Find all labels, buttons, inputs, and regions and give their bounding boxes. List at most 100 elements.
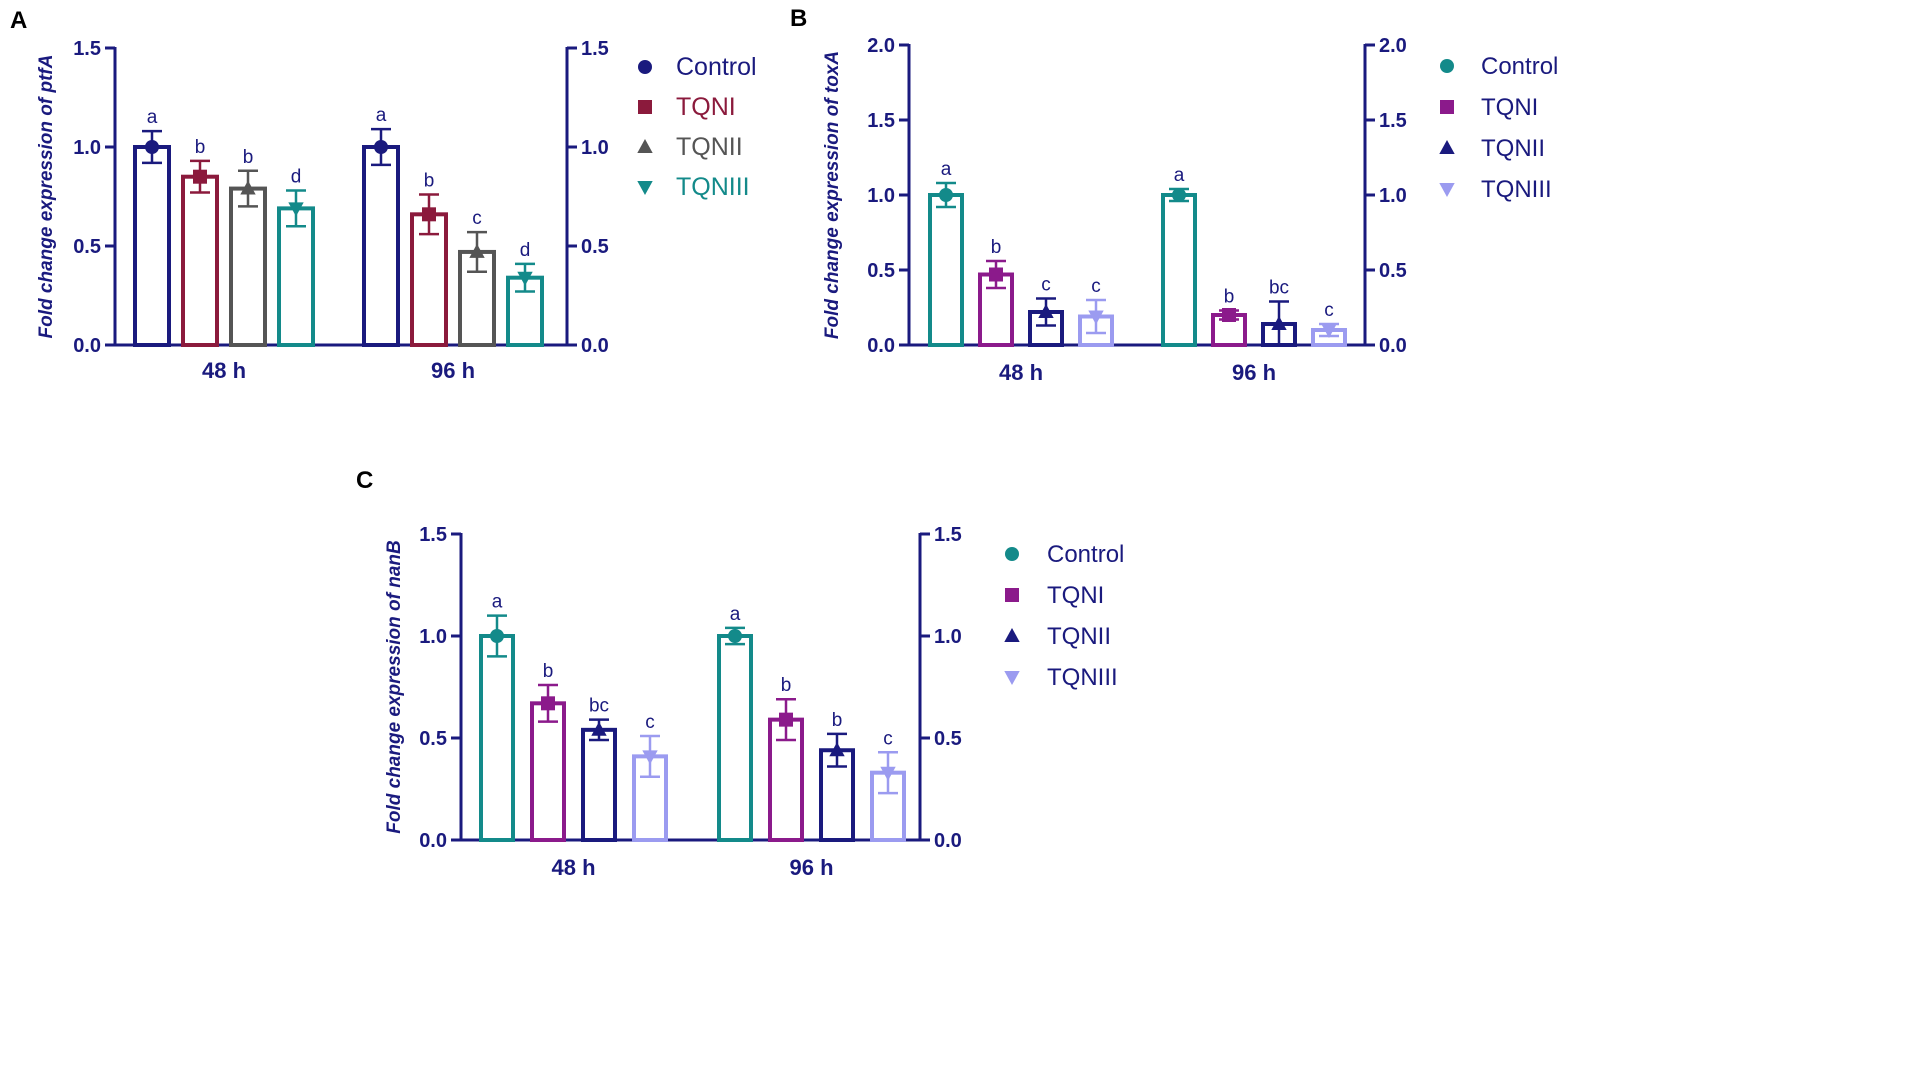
panel-label: A	[10, 7, 27, 34]
legend-label: TQNII	[676, 133, 743, 161]
significance-letter: b	[1224, 287, 1235, 308]
y-axis-title: Fold change expression of nanB	[384, 540, 405, 834]
y-axis-title-gene: ptfA	[36, 55, 57, 94]
significance-letter: b	[195, 137, 206, 158]
y-tick-label-left: 1.0	[73, 137, 101, 159]
legend-label: TQNIII	[1047, 664, 1118, 691]
y-axis-title-gene: nanB	[384, 540, 405, 588]
data-point	[642, 750, 658, 765]
legend-item-tqniii: TQNIII	[1439, 176, 1552, 203]
significance-letter: c	[1041, 275, 1051, 296]
y-axis-title-prefix: Fold change expression of	[384, 588, 405, 834]
y-tick-label-right: 1.0	[934, 626, 962, 648]
y-axis-title: Fold change expression of ptfA	[36, 55, 57, 339]
data-point	[829, 742, 845, 757]
significance-letter: d	[520, 240, 531, 261]
y-tick-label-left: 0.5	[867, 260, 895, 282]
legend-item-tqnii: TQNII	[1439, 135, 1545, 162]
panel-label: C	[356, 467, 373, 494]
data-point	[193, 169, 207, 184]
legend: Control TQNI TQNII TQNIII	[1004, 541, 1124, 691]
legend-label: Control	[676, 53, 757, 81]
bar	[581, 727, 617, 843]
y-tick-label-right: 0.0	[934, 830, 962, 852]
legend-marker	[1439, 139, 1455, 154]
significance-letter: c	[1324, 300, 1334, 321]
significance-letter: a	[492, 592, 503, 613]
bar	[479, 634, 515, 842]
data-point	[728, 629, 742, 643]
significance-letter: b	[424, 171, 435, 192]
data-point	[422, 207, 436, 222]
y-tick-label-right: 1.0	[581, 137, 609, 159]
bar	[717, 634, 753, 842]
bar	[530, 701, 566, 842]
legend-label: TQNI	[676, 93, 736, 121]
panel-b: B 0.0 0.0 0.5 0.5 1.0 1.0 1.5 1.5 2.0 2.0 Fold chan…	[790, 5, 1558, 385]
data-point	[288, 202, 304, 217]
legend-label: TQNII	[1481, 135, 1545, 162]
legend-label: TQNI	[1481, 94, 1538, 121]
legend-label: Control	[1481, 53, 1558, 80]
data-point	[469, 243, 485, 258]
y-tick-label-right: 0.5	[581, 236, 609, 258]
significance-letter: b	[991, 237, 1002, 258]
legend-label: Control	[1047, 541, 1124, 568]
legend-label: TQNII	[1047, 623, 1111, 650]
data-point	[1088, 310, 1104, 325]
bar	[362, 145, 400, 347]
y-tick-label-left: 0.0	[867, 335, 895, 357]
y-axis-title-gene: toxA	[822, 51, 843, 93]
bar	[181, 174, 219, 347]
significance-letter: a	[147, 107, 158, 128]
y-tick-label-left: 1.5	[73, 38, 101, 60]
legend-marker	[1440, 59, 1454, 73]
legend-label: TQNIII	[1481, 176, 1552, 203]
data-point	[880, 766, 896, 781]
y-tick-label-right: 1.5	[934, 524, 962, 546]
y-axis-title: Fold change expression of toxA	[822, 51, 843, 339]
y-tick-label-left: 0.0	[419, 830, 447, 852]
legend-marker	[638, 60, 652, 74]
data-point	[240, 180, 256, 195]
significance-letter: b	[543, 661, 554, 682]
y-tick-label-left: 1.0	[419, 626, 447, 648]
y-tick-label-right: 1.5	[1379, 110, 1407, 132]
legend-marker	[1440, 100, 1454, 114]
significance-letter: a	[730, 604, 741, 625]
x-tick-label: 48 h	[551, 855, 595, 880]
x-tick-label: 96 h	[789, 855, 833, 880]
bar	[1161, 193, 1197, 347]
y-tick-label-right: 2.0	[1379, 35, 1407, 57]
bar	[229, 186, 267, 347]
legend-marker	[1004, 671, 1020, 686]
significance-letter: d	[291, 167, 302, 188]
panel-label: B	[790, 5, 807, 32]
significance-letter: b	[832, 710, 843, 731]
legend-label: TQNIII	[676, 173, 750, 201]
y-axis-title-prefix: Fold change expression of	[822, 93, 843, 339]
legend-marker	[637, 181, 653, 196]
data-point	[1172, 188, 1186, 202]
legend-item-tqnii: TQNII	[637, 133, 743, 161]
significance-letter: c	[472, 208, 482, 229]
y-tick-label-right: 1.5	[581, 38, 609, 60]
legend-marker	[1005, 547, 1019, 561]
y-axis-title-prefix: Fold change expression of	[36, 92, 57, 338]
bar	[133, 145, 171, 347]
y-tick-label-right: 0.0	[581, 335, 609, 357]
panel-c: C 0.0 0.0 0.5 0.5 1.0 1.0 1.5 1.5 Fold change exp…	[356, 467, 1124, 880]
legend-marker	[1005, 588, 1019, 602]
data-point	[541, 696, 555, 711]
legend-item-control: Control	[1440, 53, 1558, 80]
legend-marker	[637, 138, 653, 153]
significance-letter: b	[243, 147, 254, 168]
significance-letter: bc	[1269, 278, 1289, 299]
y-tick-label-left: 1.0	[867, 185, 895, 207]
x-tick-label: 96 h	[431, 358, 475, 383]
y-tick-label-right: 0.5	[1379, 260, 1407, 282]
significance-letter: c	[1091, 276, 1101, 297]
y-tick-label-left: 1.5	[419, 524, 447, 546]
legend-item-tqni: TQNI	[1005, 582, 1104, 609]
